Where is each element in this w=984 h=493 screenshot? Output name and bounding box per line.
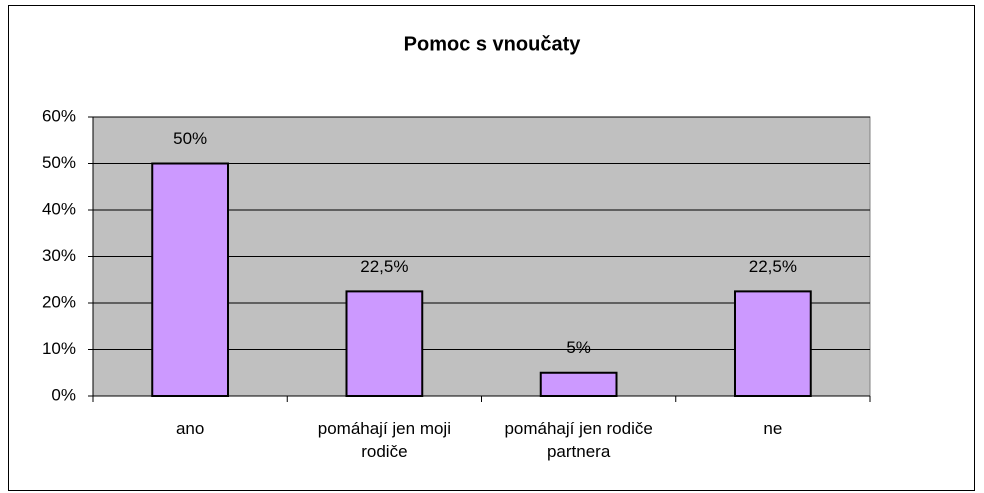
bar — [345, 290, 424, 397]
x-tick-label: pomáhají jen moji rodiče — [317, 419, 451, 461]
y-tick-label: 50% — [42, 153, 76, 172]
y-tick-label: 30% — [42, 246, 76, 265]
bar — [733, 290, 812, 397]
chart-title: Pomoc s vnoučaty — [404, 33, 582, 55]
data-label: 22,5% — [360, 257, 408, 276]
y-tick-label: 40% — [42, 199, 76, 218]
x-tick-label: ano — [175, 419, 205, 438]
data-label: 22,5% — [749, 257, 797, 276]
data-label: 50% — [173, 129, 207, 148]
y-tick-label: 10% — [42, 339, 76, 358]
y-tick-label: 60% — [42, 106, 76, 125]
y-tick-label: 0% — [51, 385, 76, 404]
bar — [539, 371, 618, 397]
x-tick-label: pomáhají jen rodiče partnera — [504, 419, 653, 461]
bar — [151, 162, 230, 397]
x-tick-label: ne — [763, 419, 783, 438]
y-tick-label: 20% — [42, 292, 76, 311]
data-label: 5% — [566, 338, 591, 357]
